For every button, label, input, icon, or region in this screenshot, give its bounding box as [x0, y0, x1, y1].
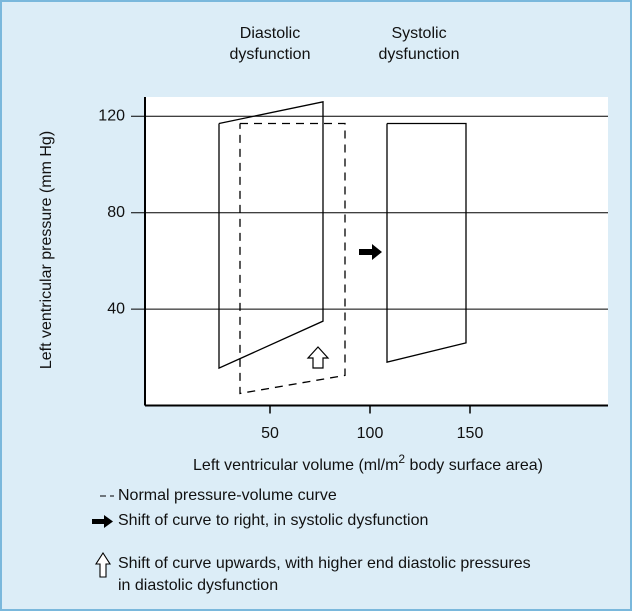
pv-curve: [218, 101, 324, 370]
y-tick-label: 80: [107, 204, 125, 221]
column-title: Diastolic: [240, 25, 300, 42]
pv-curve: [239, 122, 346, 395]
legend-right-arrow: [92, 515, 113, 528]
column-title: dysfunction: [230, 46, 311, 63]
x-tick-label: 150: [457, 425, 484, 442]
x-axis-label-part: body surface area): [405, 457, 543, 474]
x-axis-label-part: Left ventricular volume (ml/m: [193, 457, 398, 474]
right-arrow: [359, 244, 382, 260]
y-axis-label: Left ventricular pressure (mm Hg): [38, 131, 55, 369]
pv-curve: [386, 122, 467, 363]
y-tick-label: 120: [98, 108, 125, 125]
y-tick-label: 40: [107, 300, 125, 317]
x-tick-label: 50: [261, 425, 279, 442]
x-axis-label: Left ventricular volume (ml/m2 body surf…: [193, 452, 543, 474]
column-title: Systolic: [391, 25, 446, 42]
legend-text: in diastolic dysfunction: [118, 577, 278, 594]
x-tick-label: 100: [357, 425, 384, 442]
legend-text: Shift of curve to right, in systolic dys…: [118, 512, 428, 529]
legend-text: Normal pressure-volume curve: [118, 487, 337, 504]
column-title: dysfunction: [379, 46, 460, 63]
legend-text: Shift of curve upwards, with higher end …: [118, 555, 531, 572]
legend-up-arrow: [94, 551, 112, 578]
x-axis-label-sup: 2: [398, 452, 405, 466]
up-arrow: [306, 346, 330, 369]
